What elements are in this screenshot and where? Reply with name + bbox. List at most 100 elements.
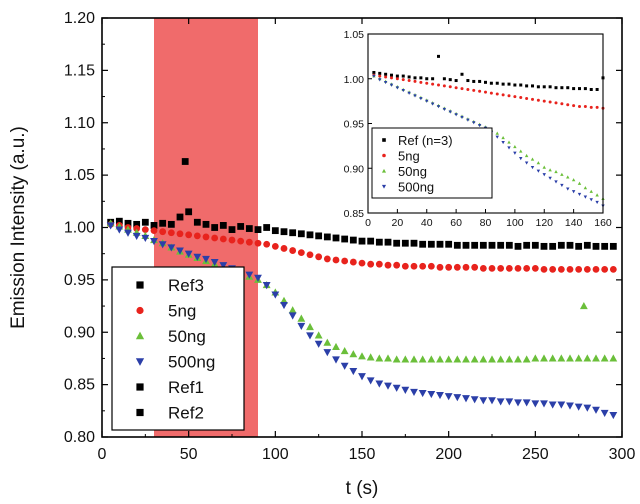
data-point — [471, 263, 479, 271]
x-tick-label: 250 — [522, 446, 549, 463]
data-point — [176, 247, 184, 255]
legend-label: 50ng — [168, 327, 206, 346]
y-tick-label: 0.95 — [64, 272, 95, 289]
data-point — [271, 291, 280, 299]
legend-label: Ref3 — [168, 276, 204, 295]
data-point — [410, 388, 418, 397]
inset-data-point — [378, 78, 382, 82]
data-point — [349, 367, 358, 376]
inset-y-tick-label: 0.90 — [344, 163, 365, 175]
data-point — [375, 260, 383, 268]
data-point — [315, 253, 323, 261]
data-point — [159, 228, 167, 236]
data-point — [358, 259, 366, 267]
inset-data-point — [372, 74, 376, 78]
inset-data-point — [489, 81, 493, 85]
inset-data-point — [566, 103, 570, 107]
data-point — [557, 354, 566, 362]
data-point — [349, 350, 358, 358]
y-tick-label: 0.90 — [64, 324, 95, 341]
inset-data-point — [595, 193, 599, 197]
inset-data-point — [437, 54, 440, 58]
data-point — [245, 271, 254, 279]
data-point — [514, 355, 522, 363]
data-point — [210, 259, 219, 267]
inset-data-point — [401, 78, 405, 82]
inset-data-point — [583, 195, 588, 199]
data-point — [159, 219, 167, 227]
inset-data-point — [431, 82, 435, 86]
inset-data-point — [442, 77, 446, 81]
data-point — [211, 224, 219, 231]
inset-data-point — [583, 87, 587, 91]
inset-data-point — [554, 86, 558, 90]
data-point — [271, 242, 279, 250]
data-point — [462, 355, 470, 363]
data-point — [410, 355, 418, 363]
data-point — [488, 264, 496, 272]
data-point — [531, 264, 539, 272]
series-5ng — [107, 220, 617, 273]
data-point — [592, 406, 600, 414]
y-tick-label: 1.20 — [64, 10, 95, 27]
data-point — [237, 237, 245, 245]
data-point — [323, 338, 332, 346]
data-point — [202, 255, 210, 264]
inset-data-point — [472, 88, 476, 92]
inset-data-point — [536, 169, 541, 173]
inset-data-point — [501, 93, 505, 97]
inset-data-point — [566, 175, 570, 179]
inset-data-point — [407, 79, 411, 83]
inset-data-point — [530, 157, 535, 161]
data-point — [401, 239, 409, 247]
data-point — [384, 354, 392, 362]
inset-data-point — [595, 200, 599, 205]
inset-data-point — [572, 87, 576, 91]
data-point — [557, 241, 565, 249]
inset-plot: 0 20 40 60 80 100 120 140 160 0.85 0.90 0.95 1.00 1.0… — [344, 29, 612, 229]
inset-data-point — [519, 149, 523, 153]
data-point — [505, 355, 514, 363]
inset-data-point — [395, 77, 399, 81]
data-point — [176, 230, 184, 238]
data-point — [574, 403, 583, 411]
inset-data-point — [442, 107, 447, 111]
inset-data-point — [425, 81, 429, 85]
data-point — [184, 250, 193, 258]
main-plot: 0 50 100 150 200 250 3000.800.850.900.951.001.… — [8, 10, 635, 499]
inset-data-point — [560, 172, 564, 176]
inset-data-point — [531, 97, 534, 101]
data-point — [297, 322, 306, 331]
y-tick-label: 0.80 — [64, 429, 95, 446]
data-point — [358, 373, 366, 381]
inset-data-point — [536, 161, 541, 165]
data-point — [600, 409, 609, 417]
inset-data-point — [454, 113, 458, 117]
inset-data-point — [548, 176, 552, 180]
inset-data-point — [507, 82, 511, 86]
data-point — [522, 355, 531, 363]
data-point — [306, 231, 314, 239]
legend-label: 5ng — [168, 302, 196, 321]
inset-data-point — [448, 85, 452, 89]
y-tick-label: 1.00 — [64, 220, 95, 237]
legend-marker — [136, 281, 144, 289]
inset-data-point — [436, 105, 441, 109]
inset-data-point — [571, 178, 576, 182]
inset-data-point — [401, 74, 405, 78]
data-point — [549, 266, 557, 273]
inset-data-point — [589, 189, 593, 193]
inset-data-point — [419, 97, 423, 101]
inset-series-ref-n-3- — [372, 54, 605, 91]
inset-data-point — [519, 96, 523, 100]
data-point — [609, 266, 617, 273]
inset-data-point — [407, 91, 411, 95]
data-point — [366, 377, 375, 385]
data-point — [540, 242, 548, 250]
data-point — [280, 301, 288, 310]
data-point — [557, 401, 566, 409]
data-point — [609, 411, 618, 420]
data-point — [392, 355, 401, 363]
legend-label: Ref2 — [168, 404, 204, 423]
